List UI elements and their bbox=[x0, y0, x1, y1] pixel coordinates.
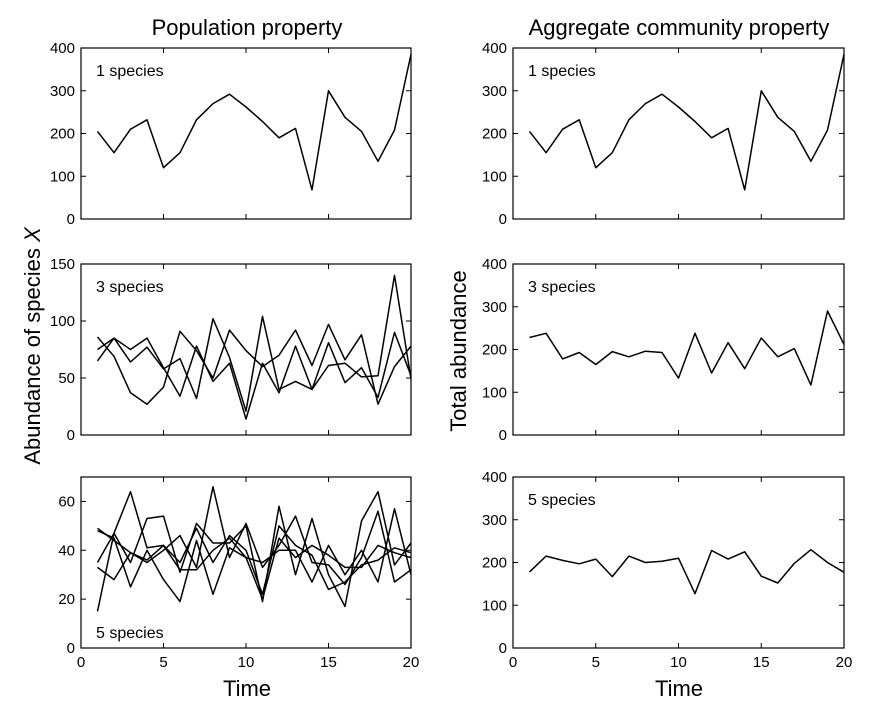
right-column-title: Aggregate community property bbox=[529, 15, 830, 40]
x-tick-label: 10 bbox=[238, 654, 255, 671]
series-line-1 bbox=[528, 548, 845, 595]
x-tick-label: 20 bbox=[836, 654, 853, 671]
x-tick-label: 15 bbox=[753, 654, 770, 671]
panel-label: 5 species bbox=[528, 492, 596, 509]
x-tick-label: 5 bbox=[592, 654, 600, 671]
left-column-title: Population property bbox=[152, 15, 343, 40]
y-tick-label: 50 bbox=[58, 370, 75, 387]
panel-2: 0 50 100 150 3 species bbox=[50, 256, 412, 444]
panel-3: 0 20 40 60 0 5 10 15 20 5 species bbox=[58, 476, 420, 671]
x-tick-label: 0 bbox=[509, 654, 517, 671]
panel-5: 0 100 200 300 400 3 species bbox=[482, 256, 845, 444]
y-tick-label: 0 bbox=[67, 640, 75, 657]
series-line-1 bbox=[528, 54, 845, 191]
x-tick-label: 20 bbox=[403, 654, 420, 671]
y-tick-label: 300 bbox=[482, 512, 507, 529]
y-tick-label: 20 bbox=[58, 591, 75, 608]
y-tick-label: 400 bbox=[50, 40, 75, 57]
y-tick-label: 0 bbox=[499, 640, 507, 657]
y-tick-label: 0 bbox=[67, 211, 75, 228]
panel-6: 0 100 200 300 400 0 5 10 15 20 5 species bbox=[482, 469, 852, 671]
series-line-1 bbox=[529, 310, 845, 386]
y-tick-label: 100 bbox=[50, 313, 75, 330]
x-tick-label: 15 bbox=[320, 654, 337, 671]
y-tick-label: 0 bbox=[67, 427, 75, 444]
y-tick-label: 200 bbox=[50, 126, 75, 143]
y-tick-label: 100 bbox=[50, 168, 75, 185]
x-tick-label: 0 bbox=[77, 654, 85, 671]
series-line-3 bbox=[97, 508, 412, 603]
series-line-1 bbox=[96, 54, 412, 191]
series-line-3 bbox=[96, 331, 412, 420]
right-x-axis-title: Time bbox=[655, 676, 703, 701]
y-tick-label: 40 bbox=[58, 542, 75, 559]
panel-1: 0 100 200 300 400 1 species bbox=[50, 40, 412, 228]
panel-label: 1 species bbox=[528, 63, 596, 80]
y-tick-label: 400 bbox=[482, 469, 507, 486]
y-tick-label: 60 bbox=[58, 493, 75, 510]
left-y-axis-title-variable: X bbox=[20, 226, 45, 243]
y-tick-label: 0 bbox=[499, 211, 507, 228]
x-tick-label: 10 bbox=[670, 654, 687, 671]
y-tick-label: 400 bbox=[482, 256, 507, 273]
y-tick-label: 300 bbox=[482, 299, 507, 316]
series-line-1 bbox=[96, 490, 412, 612]
right-y-axis-title: Total abundance bbox=[446, 270, 471, 431]
left-x-axis-title: Time bbox=[223, 676, 271, 701]
series-line-2 bbox=[97, 486, 412, 586]
y-tick-label: 400 bbox=[482, 40, 507, 57]
y-tick-label: 100 bbox=[482, 168, 507, 185]
y-tick-label: 200 bbox=[482, 342, 507, 359]
y-tick-label: 150 bbox=[50, 256, 75, 273]
left-y-axis-title: Abundance of species X bbox=[20, 226, 45, 465]
y-tick-label: 100 bbox=[482, 384, 507, 401]
y-tick-label: 300 bbox=[482, 83, 507, 100]
panel-label: 3 species bbox=[528, 279, 596, 296]
panel-label: 5 species bbox=[96, 625, 164, 642]
panel-4: 0 100 200 300 400 1 species bbox=[482, 40, 845, 228]
y-tick-label: 100 bbox=[482, 597, 507, 614]
y-tick-label: 300 bbox=[50, 83, 75, 100]
y-tick-label: 200 bbox=[482, 126, 507, 143]
series-line-1 bbox=[96, 323, 412, 405]
left-y-axis-title-prefix: Abundance of species bbox=[20, 242, 45, 465]
series-line-5 bbox=[97, 527, 412, 600]
series-line-2 bbox=[97, 274, 412, 412]
panel-label: 3 species bbox=[96, 279, 164, 296]
panel-label: 1 species bbox=[96, 63, 164, 80]
y-tick-label: 0 bbox=[499, 427, 507, 444]
x-tick-label: 5 bbox=[159, 654, 167, 671]
y-tick-label: 200 bbox=[482, 555, 507, 572]
